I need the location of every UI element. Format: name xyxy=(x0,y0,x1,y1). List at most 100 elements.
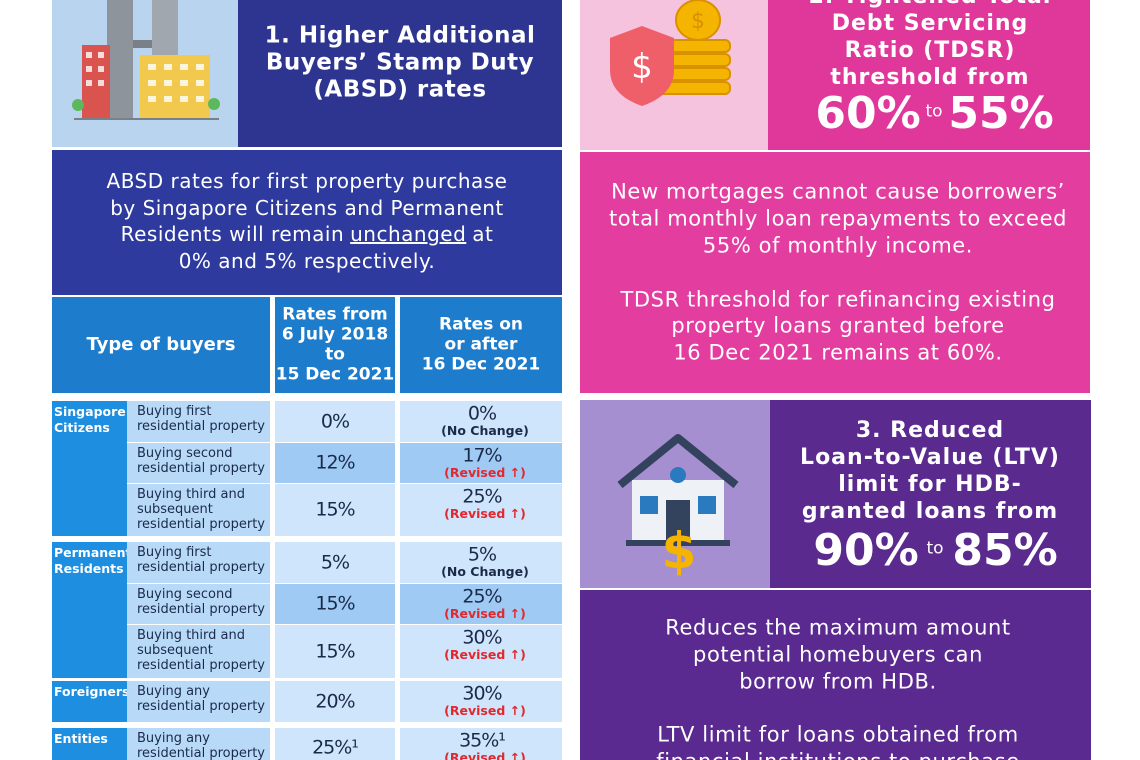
text-line: LTV limit for loans obtained from xyxy=(657,722,1019,747)
old-rate: 15% xyxy=(315,592,355,615)
text-line: 55% of monthly income. xyxy=(702,233,974,258)
type-cell xyxy=(127,542,270,583)
old-rate: 0% xyxy=(320,410,350,432)
buildings-icon xyxy=(72,0,220,120)
header-text: 16 Dec 2021 xyxy=(421,354,541,375)
group-cell xyxy=(52,401,127,536)
big-number: 85% xyxy=(952,525,1058,576)
buyer-type: Buying any xyxy=(137,683,210,699)
header-cell xyxy=(275,297,395,393)
buyer-type: residential property xyxy=(137,418,266,434)
big-number: 90% xyxy=(813,525,919,576)
section-title: granted loans from xyxy=(801,499,1059,524)
svg-text:$: $ xyxy=(631,47,653,87)
new-rate: 25% xyxy=(462,485,502,508)
buyer-type: residential property xyxy=(137,516,266,532)
rate-cell xyxy=(400,584,562,624)
rate-note: (Revised ↑) xyxy=(444,464,526,480)
new-rate: 25% xyxy=(462,585,502,608)
group-cell xyxy=(52,542,127,678)
text-part: at xyxy=(472,222,494,247)
image-panel xyxy=(52,0,238,147)
rate-cell xyxy=(400,443,562,483)
buyer-type: subsequent xyxy=(137,501,213,517)
old-rate: 12% xyxy=(315,451,355,474)
old-rate: 5% xyxy=(320,551,350,573)
house-icon: $ xyxy=(617,434,739,580)
section-title: Ratio (TDSR) xyxy=(844,38,1016,63)
rate-cell xyxy=(275,584,395,624)
header-text: to xyxy=(325,344,345,365)
section-title: 1. Higher Additional xyxy=(264,22,536,49)
section-title: Buyers’ Stamp Duty xyxy=(265,49,535,76)
section-title: Debt Servicing xyxy=(831,11,1029,36)
buyer-type: Buying third and xyxy=(137,486,245,502)
old-rate: 15% xyxy=(315,640,355,662)
type-cell xyxy=(127,728,270,760)
group-cell xyxy=(52,728,127,760)
section-title: 2. Tightened Total xyxy=(809,0,1052,8)
group-cell xyxy=(52,681,127,722)
rate-cell xyxy=(275,401,395,442)
buyer-type: residential property xyxy=(137,745,266,760)
old-rate: 20% xyxy=(315,690,355,712)
text-line: total monthly loan repayments to exceed xyxy=(608,206,1068,231)
section3-title-panel xyxy=(770,400,1091,588)
header-cell xyxy=(52,297,270,393)
svg-text:$: $ xyxy=(662,522,697,580)
buyer-type: Buying second xyxy=(137,445,233,461)
text-line: ABSD rates for first property purchase xyxy=(106,169,508,193)
text-line: New mortgages cannot cause borrowers’ xyxy=(611,179,1065,204)
buyer-type: residential property xyxy=(137,657,266,673)
rate-cell xyxy=(400,542,562,583)
section-title: 3. Reduced xyxy=(855,418,1005,443)
group-label: Residents xyxy=(54,561,124,577)
rate-cell xyxy=(400,625,562,678)
new-rate: 5% xyxy=(467,543,497,566)
rate-cell xyxy=(275,443,395,483)
text-part: Residents will remain xyxy=(120,222,345,247)
section-title: limit for HDB- xyxy=(838,472,1022,497)
type-cell xyxy=(127,584,270,624)
new-rate: 17% xyxy=(462,444,502,467)
buyer-type: Buying first xyxy=(137,544,212,560)
text-line: borrow from HDB. xyxy=(739,669,937,694)
text-line: property loans granted before xyxy=(671,313,1005,338)
buyer-type: Buying second xyxy=(137,586,233,602)
rate-note: (Revised ↑) xyxy=(444,749,526,760)
big-number: 55% xyxy=(948,88,1054,139)
rate-cell xyxy=(400,484,562,536)
buyer-type: residential property xyxy=(137,559,266,575)
buyer-type: Buying any xyxy=(137,730,210,746)
rate-cell xyxy=(275,681,395,722)
buyer-type: subsequent xyxy=(137,642,213,658)
header-text: Rates from xyxy=(282,304,388,325)
header-text: or after xyxy=(444,334,518,355)
section1-text-panel xyxy=(52,150,562,295)
text-line: financial institutions to purchase xyxy=(656,751,1020,760)
image-panel: $ $ xyxy=(580,0,768,150)
buyer-type: residential property xyxy=(137,601,266,617)
section3-text-panel xyxy=(580,590,1091,760)
text-line: 0% and 5% respectively. xyxy=(178,249,436,274)
rate-cell xyxy=(400,728,562,760)
text-line: TDSR threshold for refinancing existing xyxy=(620,287,1056,311)
buyer-type: Buying third and xyxy=(137,627,245,643)
buyer-type: residential property xyxy=(137,460,266,476)
type-cell xyxy=(127,484,270,536)
new-rate: 30% xyxy=(462,682,502,705)
buyer-type: Buying first xyxy=(137,403,212,419)
buyer-type: residential property xyxy=(137,698,266,714)
text-line: by Singapore Citizens and Permanent xyxy=(110,195,504,220)
rate-cell xyxy=(400,681,562,722)
header-text: Rates on xyxy=(438,314,524,335)
rate-note: (Revised ↑) xyxy=(444,505,526,521)
text-line: potential homebuyers can xyxy=(693,642,983,667)
type-cell xyxy=(127,401,270,442)
group-label: Citizens xyxy=(54,420,110,436)
header-text: 6 July 2018 xyxy=(281,324,389,345)
svg-text:$: $ xyxy=(691,9,705,34)
shield-coins-icon: $ $ xyxy=(610,0,731,106)
type-cell xyxy=(127,625,270,678)
